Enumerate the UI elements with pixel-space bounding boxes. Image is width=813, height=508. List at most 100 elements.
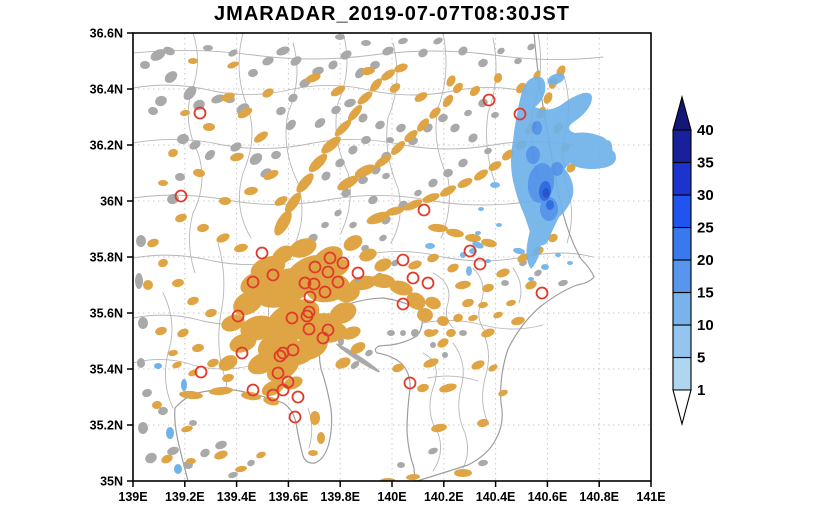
station-circle (482, 93, 496, 107)
gray-echo-blob (328, 60, 338, 70)
orange-echo-blob (543, 92, 553, 104)
station-circle (318, 285, 332, 299)
rain-light-blob (513, 247, 525, 255)
orange-echo-blob (186, 458, 196, 464)
orange-echo-blob (371, 273, 395, 289)
orange-echo-blob (244, 186, 258, 196)
orange-echo-blob (392, 363, 404, 373)
municipal-boundary-line (133, 359, 254, 370)
station-circle (193, 106, 207, 120)
gray-echo-blob (442, 352, 448, 358)
gray-echo-blob (230, 142, 242, 152)
orange-echo-blob (525, 280, 537, 290)
rain-field (355, 73, 616, 282)
x-tick-label: 140E (377, 490, 406, 504)
orange-echo-blob (197, 223, 209, 233)
figure-title: JMARADAR_2019-07-07T08:30JST (214, 3, 570, 25)
gray-echo-blob (137, 358, 145, 368)
gray-echo-blob (375, 120, 385, 130)
station-circle (291, 390, 305, 404)
colorbar-tick-label: 1 (697, 382, 705, 399)
gray-echo-blob (335, 34, 345, 40)
orange-echo-blob (240, 272, 266, 294)
station-circle (246, 275, 260, 289)
y-tick-label: 36.4N (90, 83, 123, 97)
gray-echo-blob (145, 452, 157, 464)
gray-echo-blob (340, 50, 352, 60)
orange-echo-blob (216, 233, 230, 243)
colorbar-segment (672, 291, 692, 326)
colorbar-tick-label: 40 (697, 122, 714, 139)
axes: 139E 139.2E 139.4E 139.6E 139.8E 140E 140.2E 14… (90, 27, 666, 505)
orange-echo-blob (205, 308, 217, 318)
station-circle (396, 253, 410, 267)
station-circle (473, 257, 487, 271)
gray-echo-blob (148, 106, 158, 116)
gray-echo-blob (138, 422, 148, 434)
gray-echo-blob (288, 93, 298, 103)
orange-echo-blob (506, 299, 516, 307)
gray-echo-blob (215, 440, 227, 450)
orange-echo-blob (256, 451, 266, 459)
orange-echo-blob (496, 268, 510, 278)
gray-echo-blob (428, 178, 438, 188)
station-circle (535, 286, 549, 300)
gray-echo-blob (382, 172, 390, 180)
orange-echo-blob (179, 390, 203, 400)
orange-echo-blob (321, 136, 341, 154)
gray-echo-blob (361, 40, 371, 46)
orange-echo-blob (488, 364, 498, 372)
station-circle (321, 265, 335, 279)
gray-echo-blob (167, 193, 179, 205)
orange-echo-blob (359, 248, 377, 262)
orange-echo-blob (262, 88, 274, 98)
gray-echo-blob (158, 406, 168, 416)
gray-echo-blob (397, 462, 405, 468)
municipal-boundary-line (386, 42, 401, 244)
orange-echo-blob (482, 283, 494, 293)
station-circle (255, 246, 269, 260)
orange-echo-blob (394, 63, 408, 73)
orange-echo-blob (488, 161, 502, 171)
municipal-boundary-line (427, 375, 479, 382)
orange-echo-blob (453, 313, 463, 323)
y-tick-label: 35.8N (90, 251, 123, 265)
municipal-boundary-line (452, 342, 468, 469)
orange-echo-blob (330, 85, 346, 97)
orange-echo-blob (335, 357, 351, 369)
station-circle (303, 290, 317, 304)
station-circle (235, 346, 249, 360)
x-tick-label: 140.6E (528, 490, 568, 504)
gray-echo-blob (433, 37, 443, 45)
orange-echo-blob (263, 170, 279, 180)
rain-medium-blob (526, 146, 540, 164)
orange-echo-blob (341, 326, 361, 340)
orange-echo-blob (511, 316, 525, 326)
gray-echo-blob (558, 279, 568, 287)
orange-echo-blob (431, 423, 447, 433)
x-tick-label: 140.2E (424, 490, 464, 504)
gray-echo-blob (349, 221, 357, 229)
orange-echo-blob (329, 302, 357, 324)
orange-echo-blob (462, 298, 474, 308)
gray-echo-blob (386, 137, 394, 143)
orange-echo-blob (429, 107, 441, 119)
gray-echo-blob (321, 171, 331, 181)
municipal-boundary-line (512, 267, 522, 304)
municipal-boundary-line (435, 33, 450, 239)
orange-echo-blob (493, 311, 503, 319)
orange-echo-blob (193, 168, 205, 178)
orange-echo-blob (274, 196, 288, 206)
orange-echo-blob (385, 206, 405, 216)
orange-echo-blob (233, 290, 263, 316)
orange-echo-blob (477, 418, 489, 428)
station-circle (246, 383, 260, 397)
orange-echo-blob (308, 450, 318, 456)
station-circle (463, 244, 477, 258)
gray-echo-blob (382, 46, 394, 56)
orange-echo-blob (439, 185, 457, 197)
orange-echo-blob (229, 333, 257, 353)
orange-echo-blob (192, 343, 204, 353)
station-circle (513, 107, 527, 121)
orange-echo-blob (391, 141, 405, 155)
